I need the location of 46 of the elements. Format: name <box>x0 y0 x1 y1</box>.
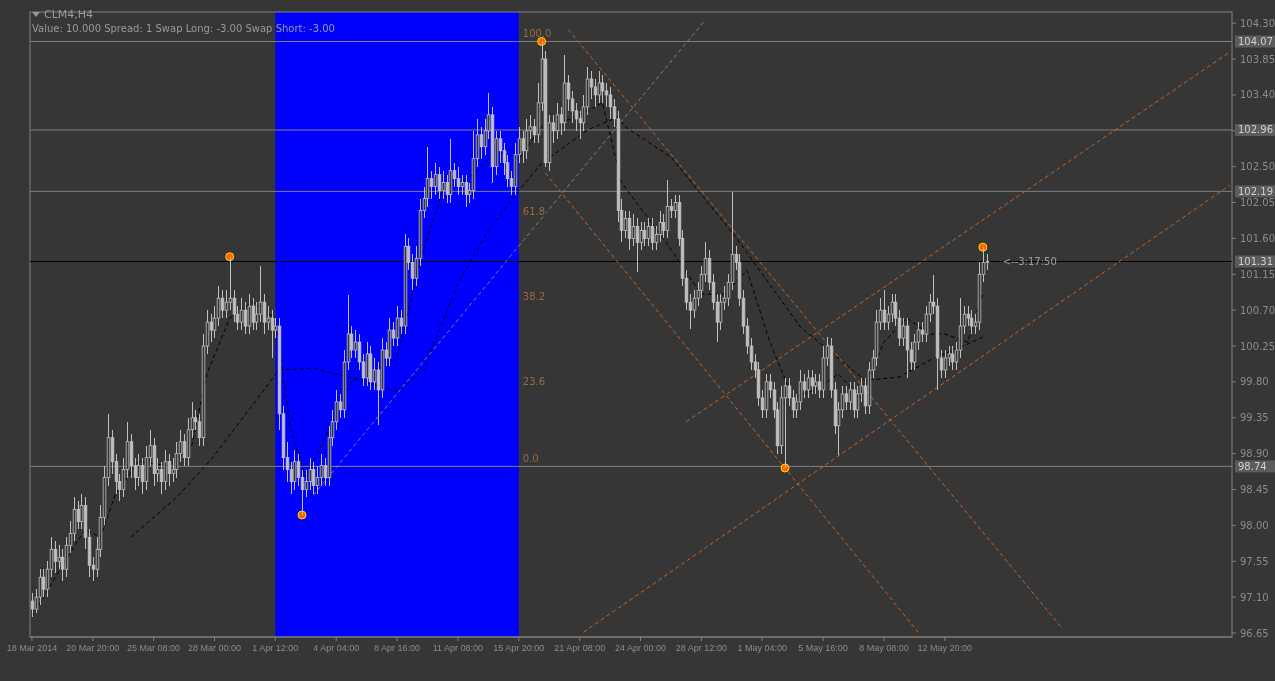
x-tick-label: 5 May 16:00 <box>798 643 848 653</box>
y-tick-label: 99.35 <box>1240 412 1269 424</box>
x-tick-label: 15 Apr 20:00 <box>493 643 545 653</box>
y-tick-label: 104.30 <box>1240 17 1275 29</box>
y-tick-label: 103.85 <box>1240 53 1275 65</box>
y-tick-label: 96.65 <box>1240 627 1269 639</box>
x-tick-label: 20 Mar 20:00 <box>66 643 120 653</box>
y-tick-label: 97.10 <box>1240 591 1269 603</box>
annotation: 61.8 <box>522 205 546 217</box>
y-tick-label: 100.70 <box>1240 304 1275 316</box>
x-tick-label: 18 Mar 2014 <box>6 643 58 653</box>
x-tick-label: 28 Mar 00:00 <box>187 643 242 653</box>
ref-line-label: 101.31 <box>1238 256 1273 268</box>
text: Value: 10.000 Spread: 1 Swap Long: -3.00 Swap Short: -3.00 <box>32 23 335 34</box>
ref-line-label: 104.07 <box>1238 36 1273 47</box>
annotation: 100.0 <box>522 28 552 40</box>
annotation: 0.0 <box>522 453 539 465</box>
x-tick-label: 25 Mar 08:00 <box>127 643 181 653</box>
x-tick-label: 8 May 08:00 <box>859 643 909 653</box>
annotation: <--3:17:50 <box>1002 256 1057 268</box>
y-tick-label: 99.80 <box>1240 376 1269 388</box>
ref-line-label: 98.74 <box>1238 460 1267 472</box>
x-tick-label: 24 Apr 00:00 <box>614 643 667 653</box>
x-tick-label: 1 Apr 12:00 <box>252 643 299 653</box>
y-tick-label: 101.60 <box>1240 232 1275 244</box>
x-tick-label: 8 Apr 16:00 <box>374 643 421 653</box>
y-tick-label: 98.90 <box>1240 448 1269 460</box>
ref-line-label: 102.96 <box>1238 124 1273 136</box>
annotation: 23.6 <box>522 375 546 387</box>
annotation: 38.2 <box>522 290 546 302</box>
y-tick-label: 101.15 <box>1240 268 1275 280</box>
y-tick-label: 98.45 <box>1240 484 1269 496</box>
ref-line-label: 102.19 <box>1238 185 1273 197</box>
y-tick-label: 103.40 <box>1240 89 1275 101</box>
x-tick-label: 28 Apr 12:00 <box>675 643 727 653</box>
x-tick-label: 1 May 04:00 <box>737 643 787 653</box>
x-tick-label: 21 Apr 08:00 <box>554 643 606 653</box>
y-tick-label: 102.50 <box>1240 161 1275 173</box>
y-tick-label: 100.25 <box>1240 340 1275 352</box>
x-tick-label: 11 Apr 08:00 <box>432 643 484 653</box>
y-tick-label: 98.00 <box>1240 519 1269 531</box>
x-tick-label: 4 Apr 04:00 <box>313 643 360 653</box>
y-tick-label: 97.55 <box>1240 555 1269 567</box>
x-tick-label: 12 May 20:00 <box>917 643 973 653</box>
chart-title: CLM4,H4 <box>44 8 94 21</box>
y-tick-label: 102.05 <box>1240 197 1275 209</box>
